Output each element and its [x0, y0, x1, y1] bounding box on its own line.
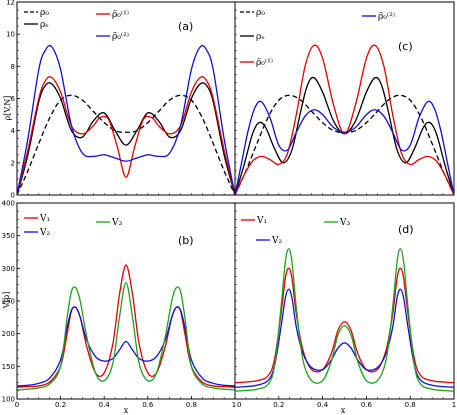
series-line-c-2 — [235, 44, 454, 195]
y-tick-label: 200 — [2, 330, 15, 338]
y-tick-label: 12 — [6, 0, 15, 7]
x-tick-label: 1 — [452, 401, 456, 409]
legend-label: ρ₀ — [40, 8, 49, 18]
x-tick-label: 0.6 — [142, 401, 154, 409]
y-tick-label: 400 — [2, 200, 15, 208]
y-tick-label: 300 — [2, 265, 15, 273]
panel-a-ylabel: ρ[V,N] — [3, 96, 12, 121]
series-line-c-0 — [235, 94, 454, 195]
panel-a: 0 2 4 6 8 10 12 (a) ρ[V,N] ρ₀ ρₑ ρ̃₀⁽¹⁾ ρ̃₀⁽²⁾ — [3, 0, 236, 200]
legend-label: ρ̃₀⁽¹⁾ — [256, 57, 273, 68]
y-tick-label: 4 — [11, 127, 16, 135]
x-tick-label: 0 — [15, 401, 19, 409]
panel-c-label: (c) — [398, 40, 413, 53]
legend-label: ρₑ — [256, 32, 265, 42]
panel-c: (c) ρ₀ ρₑ ρ̃₀⁽¹⁾ ρ̃₀⁽²⁾ — [234, 1, 455, 196]
series-line-c-1 — [235, 76, 454, 195]
x-tick-label: 0.2 — [55, 401, 66, 409]
panel-b-series — [17, 264, 235, 391]
y-tick-label: 2 — [11, 159, 15, 167]
x-tick-label: 0.6 — [361, 401, 373, 409]
panel-b-label: (b) — [178, 234, 194, 247]
y-tick-label: 150 — [2, 363, 15, 371]
series-line-b-1 — [17, 306, 235, 387]
panel-c-legend: ρ₀ ρₑ ρ̃₀⁽¹⁾ ρ̃₀⁽²⁾ — [240, 8, 395, 68]
x-tick-label: 0 — [237, 401, 241, 409]
legend-label: V₂ — [39, 228, 50, 238]
panel-c-series — [235, 44, 454, 195]
legend-label: V₂ — [271, 236, 282, 246]
panel-a-frame — [16, 1, 236, 196]
x-tick-label: 0.4 — [317, 401, 329, 409]
panel-d-legend: V₁ V₂ V₃ — [241, 216, 350, 246]
panel-d-label: (d) — [398, 223, 414, 236]
legend-label: ρ̃₀⁽²⁾ — [378, 11, 395, 22]
series-line-d-1 — [235, 288, 454, 388]
x-tick-label: 0.4 — [99, 401, 111, 409]
x-tick-label: 0.8 — [186, 401, 197, 409]
x-tick-label: 0.8 — [405, 401, 416, 409]
series-line-d-0 — [235, 267, 454, 384]
panel-c-frame — [234, 1, 455, 196]
legend-label: ρ̃₀⁽²⁾ — [112, 31, 129, 42]
legend-label: ρ̃₀⁽¹⁾ — [112, 9, 129, 20]
panel-b-ylabel: V[ρ] — [2, 292, 11, 310]
series-line-b-0 — [17, 264, 235, 388]
legend-label: ρₑ — [40, 20, 49, 30]
y-tick-label: 10 — [6, 31, 15, 39]
panel-c-ticks — [234, 1, 455, 196]
panel-d-series — [235, 248, 454, 392]
panel-a-label: (a) — [178, 20, 193, 33]
legend-label: V₃ — [339, 218, 350, 228]
legend-label: ρ₀ — [256, 8, 265, 18]
series-line-a-1 — [17, 82, 235, 195]
panel-d-frame — [234, 202, 455, 400]
panel-a-series — [17, 44, 235, 195]
x-tick-label: 1 — [232, 401, 236, 409]
series-line-a-2 — [17, 76, 235, 195]
panel-b-legend: V₁ V₂ V₃ — [24, 214, 122, 238]
y-tick-label: 8 — [11, 63, 15, 71]
series-line-d-2 — [235, 248, 454, 392]
panel-b-xlabel: x — [124, 406, 129, 415]
series-line-a-3 — [17, 44, 235, 195]
panel-a-legend: ρ₀ ρₑ ρ̃₀⁽¹⁾ ρ̃₀⁽²⁾ — [24, 8, 129, 42]
legend-label: V₁ — [39, 214, 50, 224]
panel-a-ticks: 0 2 4 6 8 10 12 — [6, 0, 236, 200]
series-line-c-3 — [235, 100, 454, 195]
y-tick-label: 0 — [11, 192, 15, 200]
series-line-b-2 — [17, 282, 235, 391]
y-tick-label: 350 — [2, 232, 15, 240]
panel-d-xlabel: x — [341, 406, 346, 415]
y-tick-label: 250 — [2, 298, 15, 306]
panel-d-ticks: 0 0.2 0.4 0.6 0.8 1 — [234, 202, 456, 409]
y-tick-label: 6 — [11, 95, 16, 103]
panel-d: 0 0.2 0.4 0.6 0.8 1 (d) x V₁ V₂ V₃ — [234, 202, 456, 415]
y-tick-label: 100 — [2, 396, 15, 404]
legend-label: V₁ — [256, 216, 267, 226]
x-tick-label: 0.2 — [273, 401, 284, 409]
series-line-a-0 — [17, 94, 235, 195]
legend-label: V₃ — [111, 218, 122, 228]
